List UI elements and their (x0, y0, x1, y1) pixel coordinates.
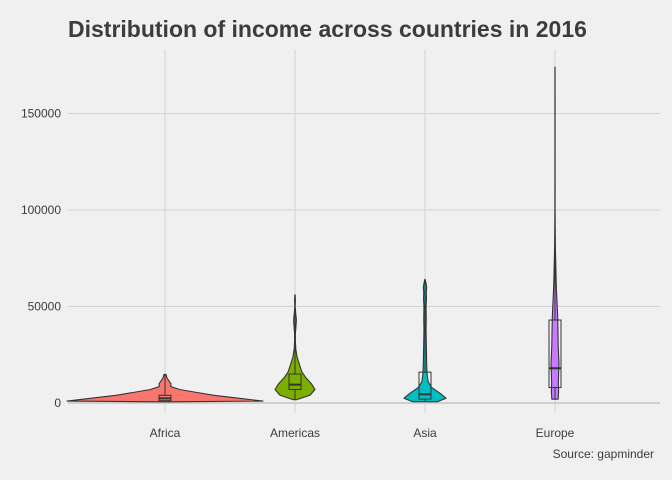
x-tick-label-africa: Africa (150, 426, 181, 440)
y-tick-label-0: 0 (54, 396, 61, 410)
y-tick-label-150000: 150000 (21, 107, 61, 121)
tick-layer: 0 50000 100000 150000 Africa Americas Asia Euro… (21, 107, 575, 441)
chart-title: Distribution of income across countries … (68, 16, 587, 42)
grid-layer (68, 50, 660, 413)
x-tick-label-americas: Americas (270, 426, 320, 440)
y-tick-label-50000: 50000 (28, 300, 62, 314)
y-tick-label-100000: 100000 (21, 203, 61, 217)
chart-caption: Source: gapminder (553, 447, 654, 461)
box-europe (548, 319, 562, 389)
box-americas (288, 373, 302, 390)
x-tick-label-europe: Europe (536, 426, 575, 440)
box-layer (158, 67, 562, 402)
x-tick-label-asia: Asia (413, 426, 437, 440)
box-asia (418, 371, 432, 400)
